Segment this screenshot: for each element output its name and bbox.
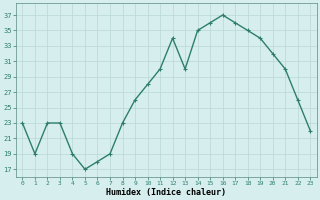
X-axis label: Humidex (Indice chaleur): Humidex (Indice chaleur)	[106, 188, 226, 197]
